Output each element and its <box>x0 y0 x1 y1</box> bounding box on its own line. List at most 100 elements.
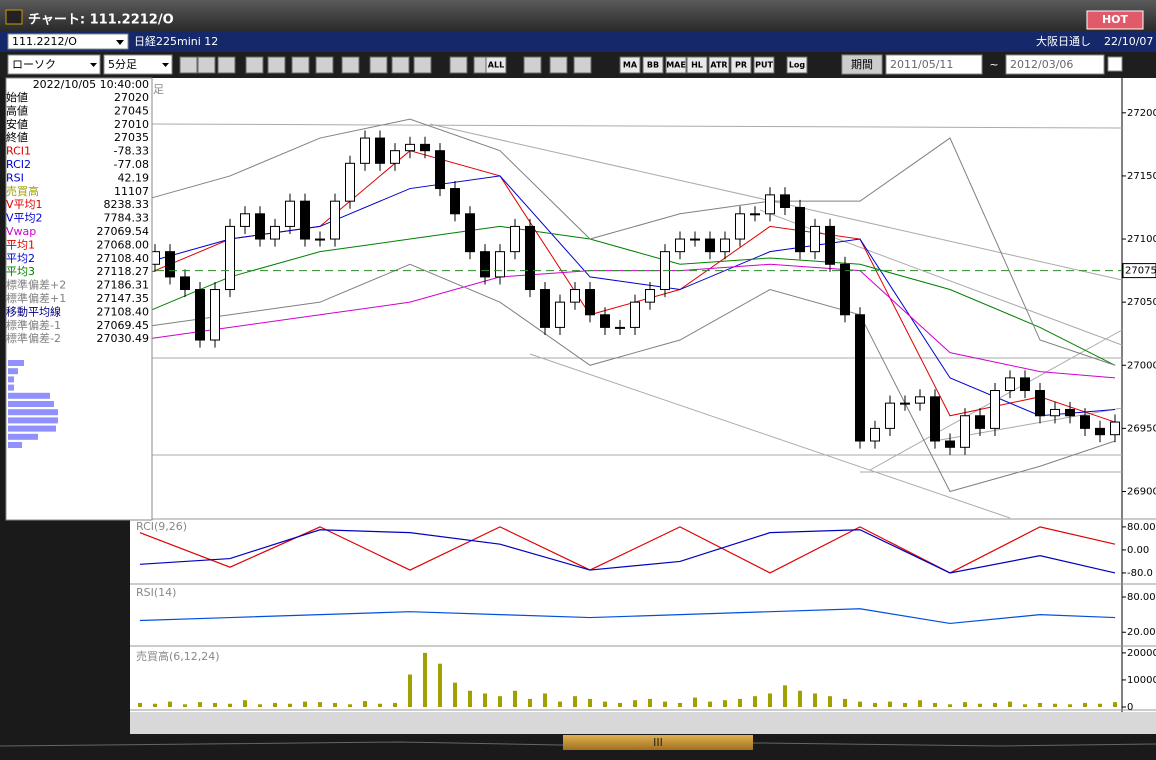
last-price-label: 27075 <box>1125 266 1156 277</box>
toolbar-icon[interactable] <box>573 56 592 74</box>
to-date[interactable]: 2012/03/06 <box>1010 58 1073 71</box>
toolbar-button-label[interactable]: HL <box>691 61 703 70</box>
toolbar-button[interactable] <box>786 56 808 74</box>
candle-body <box>780 194 790 208</box>
toolbar-button-label[interactable]: ATR <box>710 61 727 70</box>
candle-body <box>870 427 880 442</box>
panel-title: RSI(14) <box>136 586 176 599</box>
toolbar-icon[interactable] <box>341 56 360 74</box>
volume-bar <box>873 702 877 707</box>
candle-body <box>600 314 610 328</box>
toolbar-button[interactable] <box>485 56 507 74</box>
style-select[interactable] <box>7 54 101 75</box>
info-label: 平均2 <box>6 252 35 265</box>
toolbar-button[interactable] <box>619 56 641 74</box>
info-value: 27068.00 <box>97 238 150 251</box>
volume-bar <box>783 685 787 707</box>
chart-style[interactable]: ローソク <box>12 58 56 71</box>
candle-body <box>1035 390 1045 417</box>
info-label: 移動平均線 <box>6 304 61 318</box>
toolbar-button[interactable] <box>730 56 752 74</box>
candle-body <box>240 213 250 227</box>
scroll-thumb[interactable] <box>563 735 753 750</box>
candle-body <box>960 415 970 448</box>
trend-line <box>429 123 1123 281</box>
from-date-box[interactable] <box>885 54 983 75</box>
hot-button[interactable] <box>1086 10 1144 30</box>
info-label: RCI1 <box>6 145 31 158</box>
volume-bar <box>138 702 142 707</box>
toolbar-button[interactable] <box>708 56 730 74</box>
info-value: 11107 <box>114 185 149 198</box>
indicator-line <box>139 608 1116 625</box>
volume-bar <box>918 700 922 707</box>
from-date[interactable]: 2011/05/11 <box>890 58 953 71</box>
y-tick-label: 80.00 <box>1127 522 1156 533</box>
volume-bar <box>633 700 637 707</box>
volume-bar <box>978 703 982 707</box>
toolbar-button-label[interactable]: ALL <box>488 61 504 70</box>
volume-profile-bar <box>8 384 14 391</box>
info-value: -78.33 <box>114 145 149 158</box>
info-label: 標準偏差-1 <box>6 318 61 332</box>
toolbar-button[interactable] <box>642 56 664 74</box>
toolbar-button[interactable] <box>665 56 687 74</box>
toolbar-icon[interactable] <box>391 56 410 74</box>
volume-bar <box>363 701 367 707</box>
checkbox[interactable] <box>1107 56 1123 72</box>
period-button[interactable] <box>841 54 883 75</box>
candle-body <box>465 213 475 253</box>
info-label: 安値 <box>6 117 28 131</box>
toolbar-icon[interactable] <box>369 56 388 74</box>
info-label: 高値 <box>6 103 28 117</box>
toolbar-icon[interactable] <box>549 56 568 74</box>
info-label: 標準偏差-2 <box>6 331 61 345</box>
indicator-line <box>139 263 1116 379</box>
interval-select[interactable] <box>103 54 173 75</box>
toolbar-icon[interactable] <box>413 56 432 74</box>
candle-body <box>405 143 415 152</box>
candle-body <box>1095 427 1105 436</box>
toolbar-icon[interactable] <box>449 56 468 74</box>
toolbar-button-label[interactable]: MA <box>623 61 638 70</box>
volume-bar <box>1038 702 1042 707</box>
toolbar-icon[interactable] <box>179 56 198 74</box>
y-tick-label: -80.0 <box>1127 568 1153 579</box>
toolbar-icon[interactable] <box>197 56 216 74</box>
toolbar-button-label[interactable]: Log <box>789 61 806 70</box>
interval[interactable]: 5分足 <box>108 58 137 71</box>
toolbar-icon[interactable] <box>267 56 286 74</box>
toolbar-button[interactable] <box>686 56 708 74</box>
toolbar-icons: ALL MA BB MAE HL ATR PR PUT Log <box>179 56 808 74</box>
hot-label[interactable]: HOT <box>1102 13 1129 26</box>
symbol-box[interactable] <box>7 33 129 50</box>
to-date-box[interactable] <box>1005 54 1105 75</box>
toolbar-button-label[interactable]: MAE <box>666 61 686 70</box>
candle-body <box>540 289 550 328</box>
period-label[interactable]: 期間 <box>851 58 873 71</box>
candle-body <box>930 396 940 442</box>
volume-bar <box>888 701 892 707</box>
y-tick-label: 26950 <box>1127 423 1156 434</box>
market: 大阪日通し <box>1036 34 1091 48</box>
volume-bar <box>273 702 277 707</box>
instrument-name: 日経225mini 12 <box>134 35 218 48</box>
toolbar-button[interactable] <box>753 56 775 74</box>
toolbar-icon[interactable] <box>523 56 542 74</box>
volume-bar <box>423 652 427 707</box>
symbol[interactable]: 111.2212/O <box>12 35 77 48</box>
candle-body <box>195 289 205 341</box>
candle-body <box>840 263 850 316</box>
toolbar-icon[interactable] <box>291 56 310 74</box>
toolbar-icon[interactable] <box>245 56 264 74</box>
volume-bar <box>468 690 472 707</box>
toolbar-button-label[interactable]: BB <box>647 61 659 70</box>
toolbar-icon[interactable] <box>315 56 334 74</box>
toolbar-button-label[interactable]: PUT <box>755 61 773 70</box>
toolbar-icon[interactable] <box>217 56 236 74</box>
toolbar-button-label[interactable]: PR <box>735 61 747 70</box>
candle-body <box>675 238 685 253</box>
panel-title: RCI(9,26) <box>136 520 187 533</box>
info-value: 27035 <box>114 131 149 144</box>
volume-bar <box>663 701 667 707</box>
